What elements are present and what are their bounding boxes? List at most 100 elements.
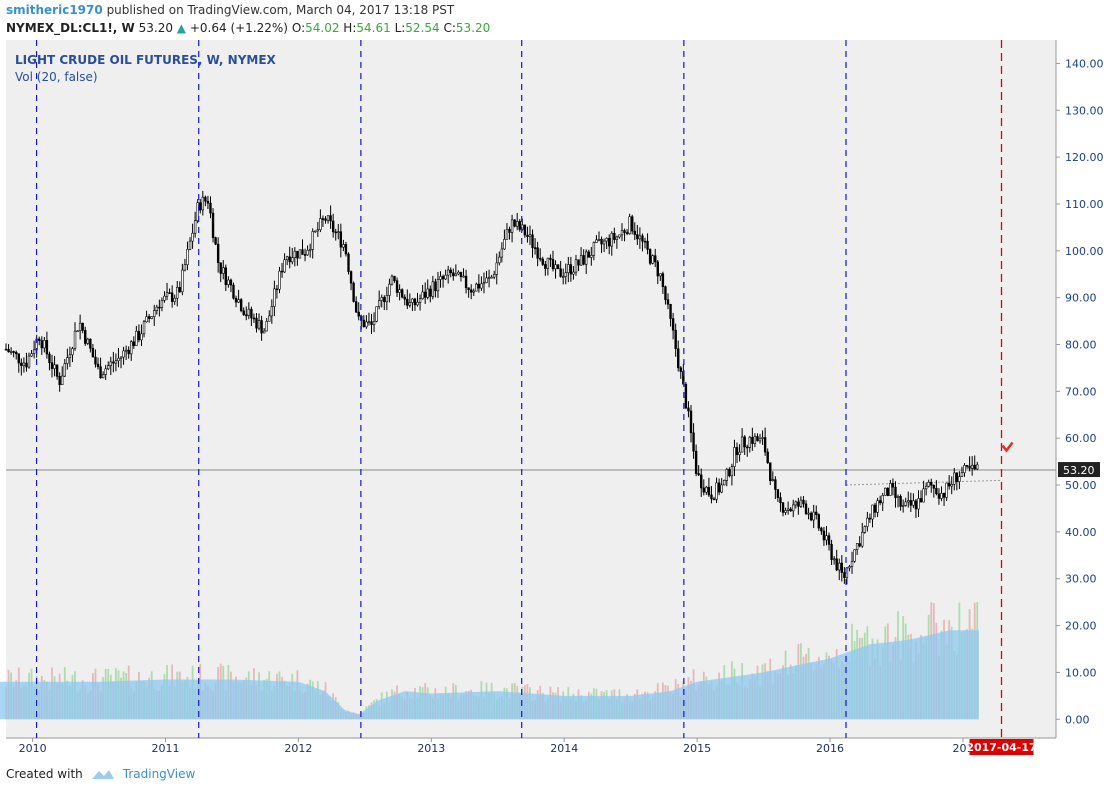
created-with-text: Created with: [6, 767, 83, 781]
candle-body: [896, 495, 900, 499]
volume-ma-area: [0, 630, 979, 720]
candle-body: [720, 484, 723, 493]
candle-body: [751, 437, 754, 444]
candle-body: [694, 450, 698, 474]
price-axis[interactable]: 140.00 130.00 120.00 110.00 100.00 90.00 80.00…: [1056, 57, 1104, 726]
candle-body: [528, 234, 532, 238]
price-tick-label: 60.00: [1065, 432, 1097, 445]
candle-body: [48, 353, 51, 363]
candle-body: [743, 436, 746, 448]
candle-body: [296, 250, 299, 259]
candle-body: [585, 251, 588, 265]
candle-body: [252, 317, 256, 320]
candle-body: [224, 267, 228, 285]
candle-body: [789, 508, 792, 512]
candle-body: [421, 291, 424, 300]
candle-body: [201, 196, 205, 211]
candle-body: [337, 231, 340, 234]
candle-body: [513, 219, 516, 227]
candle-body: [531, 234, 534, 248]
candle-body: [712, 498, 716, 501]
candle-body: [165, 292, 169, 297]
candle-body: [66, 357, 69, 364]
candle-body: [940, 493, 943, 499]
candle-body: [158, 306, 161, 309]
candle-body: [636, 234, 639, 240]
candle-body: [648, 249, 652, 264]
time-tick-label: 2016: [816, 742, 844, 755]
candle-body: [886, 487, 890, 496]
time-axis[interactable]: 2010 2011 2012 2013 2014 2015 2016 201: [19, 738, 974, 755]
candle-body: [400, 289, 404, 298]
candle-body: [183, 264, 187, 271]
candle-body: [533, 247, 537, 249]
price-tick-label: 140.00: [1065, 57, 1104, 70]
candle-body: [873, 504, 877, 513]
candle-body: [170, 292, 174, 302]
candle-body: [671, 318, 675, 331]
candle-body: [628, 216, 631, 234]
low-label: L:: [394, 21, 406, 35]
candle-body: [786, 508, 790, 511]
candle-body: [950, 483, 953, 487]
candle-body: [551, 259, 555, 270]
candle-body: [104, 368, 107, 375]
candle-body: [799, 499, 803, 507]
candle-body: [112, 361, 115, 364]
last-price-badge: [1058, 462, 1100, 478]
candle-body: [866, 517, 869, 527]
candle-body: [406, 298, 409, 306]
candle-body: [907, 500, 910, 503]
candle-body: [137, 330, 141, 341]
candle-body: [666, 299, 670, 305]
candle-body: [863, 526, 867, 533]
candle-body: [654, 255, 657, 263]
candle-body: [413, 298, 417, 306]
candle-body: [884, 487, 887, 496]
candle-body: [659, 273, 662, 277]
price-tick-label: 10.00: [1065, 666, 1097, 679]
candle-body: [812, 511, 815, 521]
candle-body: [209, 202, 212, 214]
candle-body: [631, 216, 634, 232]
candle-body: [441, 276, 445, 280]
candle-body: [968, 465, 971, 469]
candle-body: [495, 262, 498, 275]
candle-body: [541, 258, 544, 265]
candle-body: [291, 257, 294, 263]
candle-body: [526, 234, 529, 238]
candle-body: [689, 410, 693, 434]
candle-body: [510, 219, 514, 233]
candle-body: [385, 295, 389, 303]
candle-body: [260, 320, 263, 334]
candle-body: [733, 447, 736, 467]
plot-area[interactable]: [6, 40, 1056, 738]
candle-body: [319, 218, 322, 231]
candle-body: [477, 283, 481, 289]
candle-body: [807, 512, 810, 515]
candle-body: [840, 562, 844, 573]
symbol-name[interactable]: NYMEX_DL:CL1!, W: [6, 21, 135, 35]
tradingview-link[interactable]: TradingView: [122, 767, 196, 781]
candle-body: [357, 311, 360, 317]
candle-body: [970, 464, 974, 469]
candle-body: [308, 249, 312, 251]
candle-body: [469, 289, 473, 293]
price-tick-label: 90.00: [1065, 292, 1097, 305]
candle-body: [815, 511, 818, 515]
candle-body: [779, 497, 782, 503]
candle-body: [487, 276, 491, 279]
candle-body: [973, 464, 976, 470]
candle-body: [375, 306, 378, 322]
candle-body: [339, 231, 343, 248]
candle-body: [498, 256, 501, 264]
price-tick-label: 80.00: [1065, 338, 1097, 351]
candle-body: [564, 272, 567, 277]
candle-body: [365, 321, 368, 328]
candle-body: [436, 279, 440, 292]
candle-body: [459, 271, 463, 278]
author-link[interactable]: smitheric1970: [6, 3, 103, 17]
candle-body: [613, 232, 616, 240]
candle-body: [717, 482, 721, 493]
